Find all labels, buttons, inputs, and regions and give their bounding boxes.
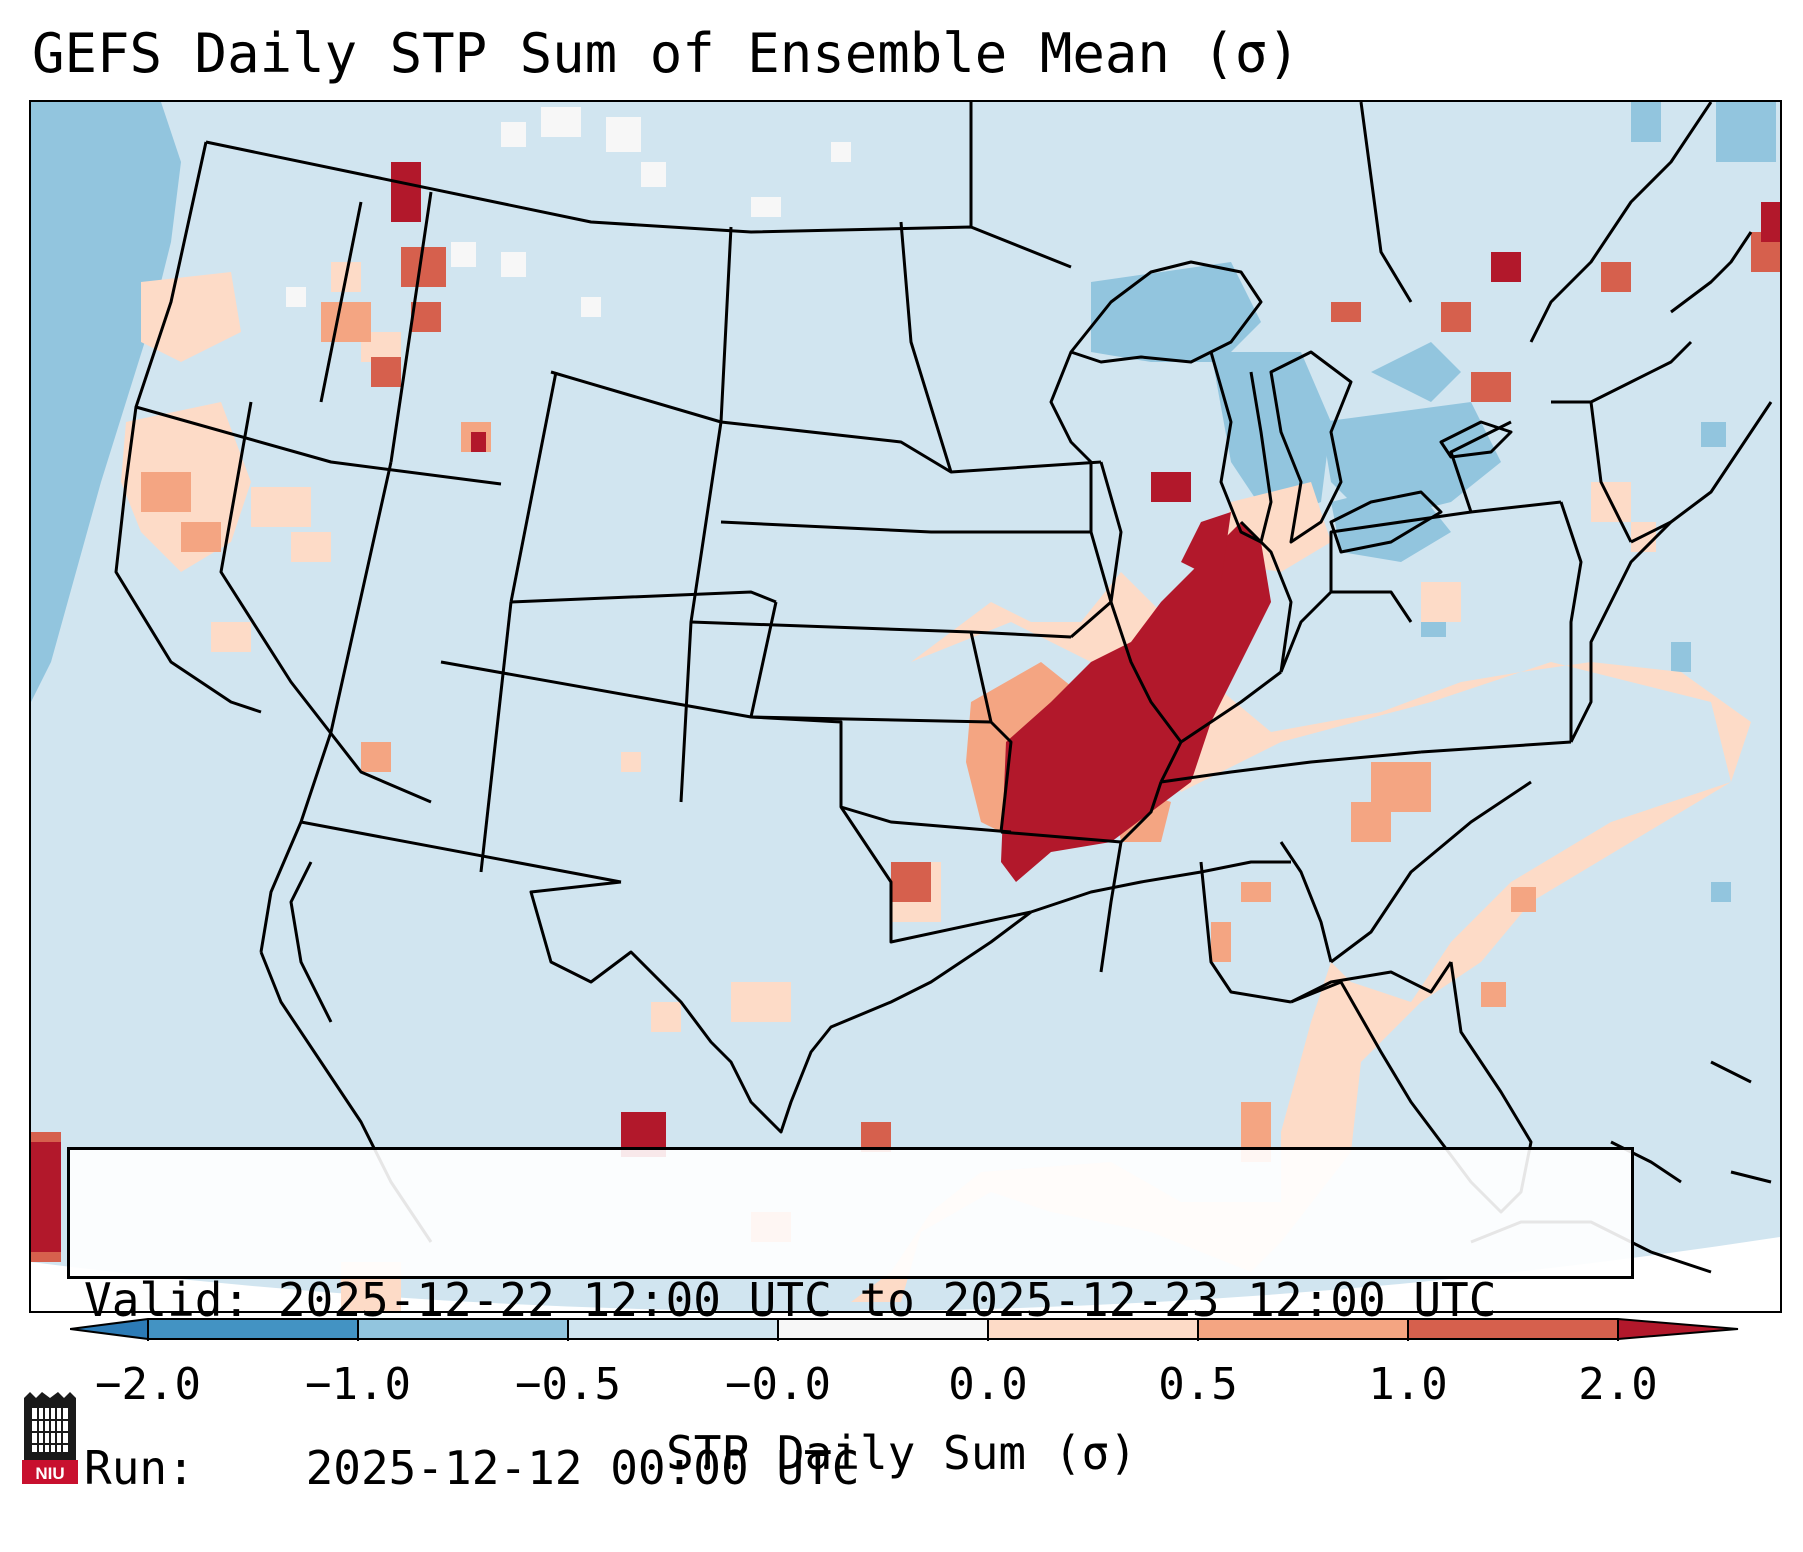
valid-time-info-box: Valid: 2025-12-22 12:00 UTC to 2025-12-2… bbox=[67, 1147, 1634, 1495]
colorbar-segment bbox=[1408, 1319, 1618, 1339]
colorbar-segment bbox=[1198, 1319, 1408, 1339]
colorbar-segment bbox=[778, 1319, 988, 1339]
colorbar-tick-label: −1.0 bbox=[305, 1359, 411, 1410]
page-title: GEFS Daily STP Sum of Ensemble Mean (σ) bbox=[32, 22, 1300, 85]
logo-text: NIU bbox=[35, 1464, 64, 1483]
colorbar bbox=[70, 1318, 1739, 1341]
colorbar-extend-high bbox=[1618, 1319, 1738, 1339]
colorbar-tick-label: 0.0 bbox=[948, 1359, 1028, 1410]
colorbar-extend-low bbox=[70, 1319, 148, 1339]
neutral-patches-north bbox=[286, 107, 851, 317]
run-label: Run: bbox=[84, 1441, 195, 1495]
run-line: Run: 2025-12-12 00:00 UTC bbox=[84, 1440, 1631, 1496]
colorbar-label: STP Daily Sum (σ) bbox=[666, 1426, 1137, 1480]
colorbar-tick-label: −0.5 bbox=[515, 1359, 621, 1410]
colorbar-segment bbox=[148, 1319, 358, 1339]
map-panel[interactable] bbox=[29, 100, 1782, 1313]
map-canvas bbox=[31, 102, 1780, 1311]
colorbar-segment bbox=[358, 1319, 568, 1339]
negative-anomaly-pacific bbox=[31, 102, 181, 702]
colorbar-segment bbox=[568, 1319, 778, 1339]
colorbar-tick-label: −2.0 bbox=[95, 1359, 201, 1410]
colorbar-tick-label: 2.0 bbox=[1578, 1359, 1658, 1410]
colorbar-segment bbox=[988, 1319, 1198, 1339]
outside-domain-bottom bbox=[31, 1237, 1780, 1311]
run-value: 2025-12-12 00:00 UTC bbox=[305, 1441, 860, 1495]
colorbar-tick-label: 1.0 bbox=[1368, 1359, 1448, 1410]
niu-huskie-tower-icon: NIU bbox=[22, 1392, 78, 1484]
colorbar-tick-label: 0.5 bbox=[1158, 1359, 1238, 1410]
colorbar-tick-label: −0.0 bbox=[725, 1359, 831, 1410]
